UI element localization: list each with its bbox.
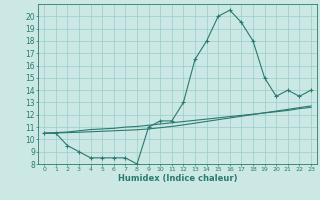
X-axis label: Humidex (Indice chaleur): Humidex (Indice chaleur) [118,174,237,183]
